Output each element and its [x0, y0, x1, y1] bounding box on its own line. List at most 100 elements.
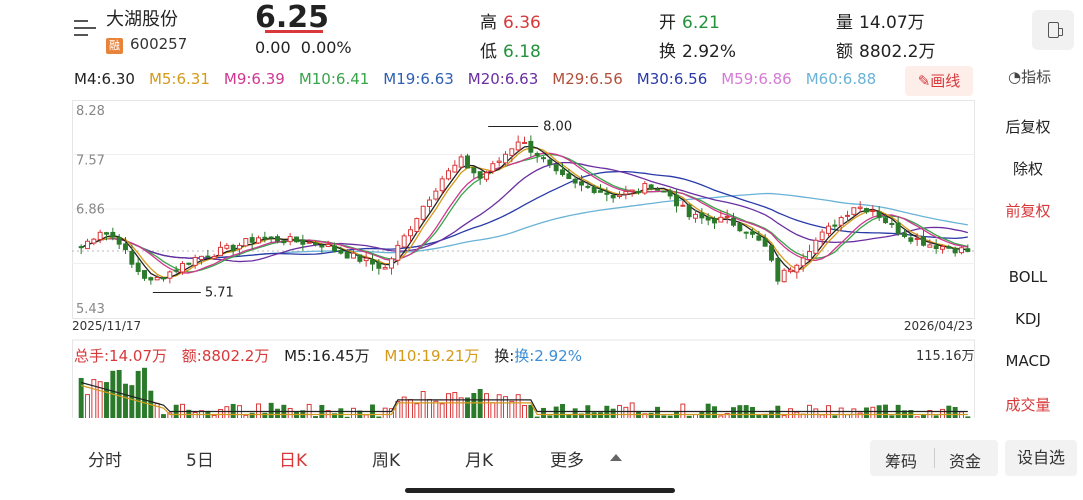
candle-138 — [952, 247, 958, 254]
y-tick-4: 5.43 — [76, 302, 105, 317]
candle-91 — [655, 188, 660, 191]
volume-bar-106 — [750, 406, 755, 418]
volume-bar-27 — [249, 412, 255, 418]
volume-bar-60 — [458, 397, 464, 418]
volume-bar-82 — [598, 412, 603, 418]
candle-82 — [598, 190, 603, 193]
tab-more[interactable]: 更多 — [550, 451, 584, 471]
ma-line-9 — [80, 152, 968, 274]
volume-bar-119 — [832, 415, 838, 418]
volume-bar-112 — [788, 408, 793, 418]
volume-bar-55 — [427, 398, 432, 418]
volume-bar-110 — [775, 405, 781, 418]
tab-5day[interactable]: 5日 — [186, 451, 214, 471]
candle-111 — [781, 269, 787, 283]
candle-72 — [534, 153, 540, 157]
volume-bar-90 — [648, 412, 654, 418]
price-change: 0.00 0.00% — [255, 38, 352, 57]
funds-button[interactable]: 资金 — [949, 452, 982, 471]
kline-chart[interactable]: 8.28 7.57 6.86 5.43 2025/11/17 2026/04/23 8.00… — [72, 100, 975, 418]
chip-fund-segment: 筹码 资金 — [870, 440, 998, 476]
caret-up-icon[interactable] — [610, 454, 622, 461]
side-item-volume[interactable]: 成交量 — [1005, 396, 1051, 414]
side-item-ex-rights[interactable]: 除权 — [1012, 160, 1043, 178]
candle-123 — [857, 206, 863, 209]
vol-total: 总手:14.07万 — [74, 347, 167, 365]
indicator-button[interactable]: ◔指标 — [1008, 68, 1052, 86]
vol-ma10-line — [81, 384, 968, 416]
candle-112 — [788, 269, 793, 273]
candle-41 — [338, 249, 344, 254]
candle-6 — [116, 236, 122, 245]
candle-86 — [623, 191, 629, 195]
volume-bar-1 — [85, 394, 90, 418]
tab-daily-k[interactable]: 日K — [279, 451, 308, 471]
candle-14 — [167, 271, 173, 279]
candle-7 — [123, 243, 128, 251]
candle-90 — [648, 184, 654, 190]
side-item-macd[interactable]: MACD — [1005, 352, 1051, 370]
volume-bar-87 — [629, 402, 635, 418]
candle-117 — [819, 231, 825, 241]
volume-bar-72 — [534, 416, 540, 418]
candle-84 — [610, 195, 616, 199]
volume-bar-100 — [712, 406, 717, 418]
candle-87 — [629, 189, 635, 192]
candle-119 — [832, 224, 838, 227]
side-item-boll[interactable]: BOLL — [1008, 268, 1048, 286]
candle-129 — [895, 222, 901, 234]
side-item-back-adjust[interactable]: 后复权 — [1005, 118, 1051, 136]
candle-28 — [256, 237, 261, 244]
candle-118 — [826, 225, 831, 234]
side-item-forward-adjust[interactable]: 前复权 — [1005, 202, 1051, 220]
vol-m10: M10:19.21万 — [384, 347, 480, 365]
candle-4 — [104, 232, 109, 235]
volume-bar-101 — [718, 415, 724, 418]
volume-bar-117 — [819, 414, 825, 418]
side-item-kdj[interactable]: KDJ — [1015, 310, 1041, 328]
volume-bar-22 — [218, 409, 223, 418]
volume-bar-2 — [91, 379, 97, 418]
candle-113 — [794, 264, 800, 273]
candle-49 — [389, 258, 394, 269]
candle-47 — [376, 262, 382, 269]
candle-81 — [591, 187, 597, 193]
tab-weekly-k[interactable]: 周K — [372, 451, 401, 471]
candle-18 — [192, 256, 198, 266]
volume-bar-103 — [731, 407, 736, 418]
candle-19 — [199, 255, 204, 260]
volume-bar-74 — [547, 415, 553, 418]
add-watchlist-button[interactable]: 设自选 — [1005, 440, 1077, 476]
menu-icon[interactable] — [74, 20, 96, 38]
volume-bar-96 — [686, 415, 692, 418]
turnover-stat: 换 2.92% — [659, 42, 737, 62]
draw-line-button[interactable]: ✎画线 — [905, 66, 973, 96]
amount-stat: 额 8802.2万 — [836, 42, 936, 62]
candle-78 — [572, 178, 578, 184]
candle-95 — [680, 204, 686, 207]
candle-127 — [883, 217, 888, 224]
tab-monthly-k[interactable]: 月K — [465, 451, 494, 471]
volume-legend: 总手:14.07万 额:8802.2万 M5:16.45万 M10:19.21万… — [74, 345, 602, 366]
candle-64 — [484, 172, 489, 180]
volume-bar-29 — [262, 412, 268, 418]
vol-m5: M5:16.45万 — [284, 347, 370, 365]
chips-button[interactable]: 筹码 — [885, 452, 918, 471]
ma-label-2: M9:6.39 — [223, 70, 285, 88]
volume-bar-102 — [724, 412, 730, 418]
volume-bar-58 — [446, 393, 451, 418]
volume-bar-21 — [211, 414, 217, 418]
candle-53 — [414, 218, 420, 232]
candle-99 — [705, 216, 711, 221]
candle-109 — [769, 245, 774, 261]
candle-36 — [306, 241, 312, 244]
candle-108 — [762, 238, 768, 247]
candle-56 — [433, 190, 439, 200]
candle-21 — [211, 256, 217, 259]
device-switch-button[interactable] — [1032, 10, 1074, 50]
candle-29 — [262, 236, 268, 239]
tab-intraday[interactable]: 分时 — [88, 451, 122, 471]
candle-66 — [496, 160, 502, 163]
ma-legend: M4:6.30 M5:6.31 M9:6.39 M10:6.41 M19:6.63 M20… — [74, 70, 890, 88]
candle-134 — [927, 244, 933, 248]
